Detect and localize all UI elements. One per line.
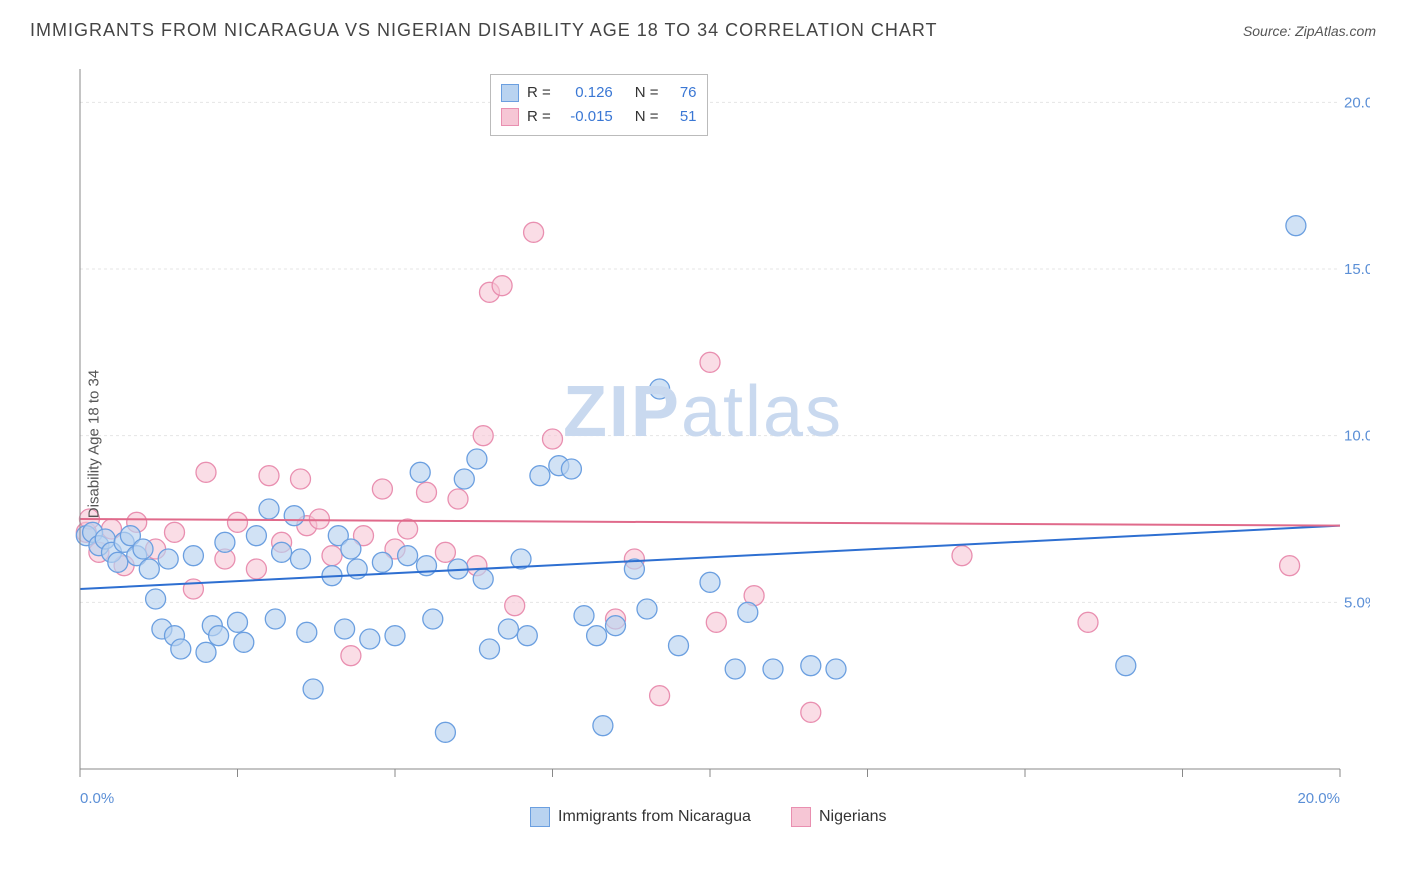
- stats-legend-row: R = -0.015 N = 51: [501, 105, 697, 129]
- r-value: -0.015: [559, 105, 613, 129]
- legend-swatch: [791, 807, 811, 827]
- legend-item: Nigerians: [791, 807, 887, 827]
- svg-text:20.0%: 20.0%: [1344, 94, 1370, 111]
- correlation-scatter-chart: 0.0% 20.0% 5.0% 10.0% 15.0% 20.0%: [30, 49, 1370, 839]
- legend-swatch: [530, 807, 550, 827]
- n-value: 51: [667, 105, 697, 129]
- svg-text:10.0%: 10.0%: [1344, 428, 1370, 445]
- legend-item: Immigrants from Nicaragua: [530, 807, 751, 827]
- n-label: N =: [635, 81, 659, 105]
- y-axis-label: Disability Age 18 to 34: [86, 370, 103, 518]
- legend-swatch: [501, 108, 519, 126]
- svg-text:15.0%: 15.0%: [1344, 261, 1370, 278]
- r-label: R =: [527, 81, 551, 105]
- legend-label: Nigerians: [819, 808, 887, 826]
- n-label: N =: [635, 105, 659, 129]
- chart-container: Disability Age 18 to 34 0.0% 20.0% 5.0% 10.…: [30, 49, 1376, 839]
- legend-swatch: [501, 84, 519, 102]
- source-attribution: Source: ZipAtlas.com: [1243, 23, 1376, 39]
- svg-text:20.0%: 20.0%: [1297, 790, 1340, 807]
- series-legend: Immigrants from Nicaragua Nigerians: [530, 807, 887, 827]
- stats-legend-row: R = 0.126 N = 76: [501, 81, 697, 105]
- stats-legend-box: R = 0.126 N = 76 R = -0.015 N = 51: [490, 74, 708, 136]
- page-title: IMMIGRANTS FROM NICARAGUA VS NIGERIAN DI…: [30, 20, 938, 41]
- n-value: 76: [667, 81, 697, 105]
- r-label: R =: [527, 105, 551, 129]
- svg-text:5.0%: 5.0%: [1344, 594, 1370, 611]
- r-value: 0.126: [559, 81, 613, 105]
- svg-text:0.0%: 0.0%: [80, 790, 114, 807]
- legend-label: Immigrants from Nicaragua: [558, 808, 751, 826]
